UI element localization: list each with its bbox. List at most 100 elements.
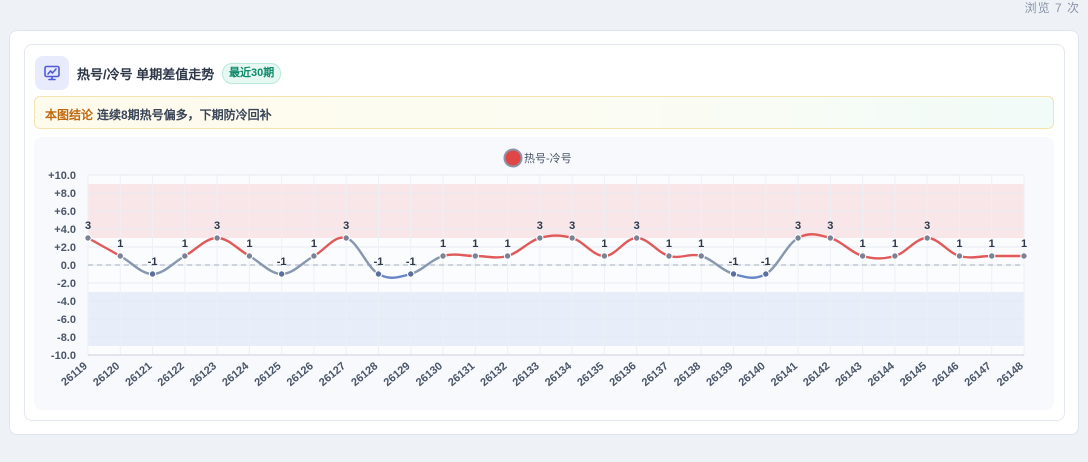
y-tick-label: -2.0: [57, 278, 76, 290]
x-tick-label: 26143: [833, 360, 864, 389]
data-point: [310, 252, 318, 260]
data-point: [762, 270, 770, 278]
x-tick-label: 26126: [285, 360, 316, 389]
y-tick-label: 0.0: [61, 260, 76, 272]
data-point: [600, 252, 609, 260]
line-chart: +10.0 +8.0 +6.0 +4.0 +2.0 0.0 -2.0 -4.0 -6.0 -8.0…: [48, 148, 1028, 389]
data-label: -1: [406, 256, 416, 268]
y-tick-label: +4.0: [54, 224, 76, 236]
data-point: [374, 270, 383, 278]
x-tick-label: 26140: [737, 360, 768, 389]
data-point: [632, 234, 641, 242]
data-label: 3: [634, 220, 640, 232]
data-point: [858, 252, 867, 260]
data-label: 1: [505, 238, 511, 250]
data-point: [407, 270, 415, 278]
data-label: 1: [956, 238, 962, 250]
data-point: [923, 234, 931, 242]
x-tick-label: 26146: [930, 360, 961, 389]
data-point: [1020, 252, 1028, 260]
x-tick-label: 26136: [607, 360, 638, 389]
data-label: 3: [569, 220, 575, 232]
data-label: 3: [795, 220, 801, 232]
data-label: 1: [440, 238, 446, 250]
data-label: 1: [1021, 238, 1027, 250]
x-tick-label: 26128: [349, 360, 380, 389]
data-point: [116, 252, 124, 260]
chart-icon: [35, 56, 69, 90]
data-point: [148, 270, 157, 278]
period-badge: 最近30期: [222, 63, 282, 84]
data-point: [439, 252, 447, 260]
x-tick-label: 26132: [478, 360, 509, 389]
data-label: 3: [827, 220, 833, 232]
data-label: 3: [537, 220, 543, 232]
x-tick-label: 26141: [769, 360, 800, 389]
data-point: [181, 252, 189, 260]
conclusion-banner: 本图结论 连续8期热号偏多，下期防冷回补: [34, 96, 1054, 129]
data-point: [955, 252, 964, 260]
data-point: [729, 270, 738, 278]
data-label: 3: [85, 220, 91, 232]
conclusion-text: 连续8期热号偏多，下期防冷回补: [97, 108, 272, 122]
data-point: [84, 234, 92, 242]
series-line-segment: [474, 254, 509, 259]
x-tick-label: 26125: [252, 360, 283, 389]
legend-label: 热号-冷号: [524, 152, 572, 165]
data-point: [794, 234, 802, 242]
x-tick-label: 26127: [317, 360, 348, 389]
data-label: 3: [214, 220, 220, 232]
data-point: [536, 234, 544, 242]
x-tick-label: 26130: [414, 360, 445, 389]
data-label: 1: [989, 238, 995, 250]
data-label: 1: [182, 238, 188, 250]
chart-area: +10.0 +8.0 +6.0 +4.0 +2.0 0.0 -2.0 -4.0 -6.0 -8.0…: [34, 137, 1054, 410]
data-label: 3: [343, 220, 349, 232]
conclusion-label: 本图结论: [45, 108, 94, 122]
view-count: 浏览 7 次: [1024, 1, 1080, 15]
card-title: 热号/冷号 单期差值走势: [77, 67, 215, 82]
data-label: 1: [860, 238, 866, 250]
x-tick-label: 26142: [801, 360, 832, 389]
data-point: [697, 252, 705, 260]
x-tick-label: 26119: [59, 360, 90, 388]
data-label: 1: [246, 238, 252, 250]
x-tick-label: 26145: [898, 360, 929, 389]
x-tick-label: 26120: [91, 360, 122, 389]
data-label: 1: [698, 238, 704, 250]
y-tick-label: -10.0: [51, 350, 76, 362]
data-point: [245, 252, 254, 260]
x-tick-label: 26129: [382, 360, 413, 389]
data-label: 1: [666, 238, 672, 250]
x-tick-label: 26147: [963, 360, 994, 389]
data-label: -1: [148, 256, 158, 268]
data-point: [568, 234, 576, 242]
data-label: 1: [892, 238, 898, 250]
data-point: [277, 270, 286, 278]
data-point: [342, 234, 350, 242]
legend-marker: [503, 148, 523, 168]
data-label: -1: [729, 256, 739, 268]
x-tick-label: 26139: [704, 360, 735, 389]
y-tick-label: +8.0: [54, 188, 76, 200]
x-tick-label: 26148: [995, 360, 1026, 389]
x-tick-label: 26144: [866, 360, 898, 389]
x-tick-label: 26123: [188, 360, 219, 389]
data-label: -1: [761, 256, 771, 268]
y-tick-label: -6.0: [57, 314, 76, 326]
data-label: -1: [277, 256, 287, 268]
data-label: 1: [311, 238, 317, 250]
data-label: 1: [472, 238, 478, 250]
x-tick-label: 26134: [543, 360, 575, 389]
x-tick-label: 26135: [575, 360, 606, 389]
data-point: [471, 252, 480, 260]
series-line-segment: [441, 253, 477, 258]
data-point: [213, 234, 221, 242]
data-label: 1: [601, 238, 607, 250]
x-tick-label: 26124: [220, 360, 252, 389]
data-label: 3: [924, 220, 930, 232]
y-tick-label: -4.0: [57, 296, 76, 308]
data-label: -1: [374, 256, 384, 268]
data-point: [891, 252, 899, 260]
y-tick-label: +6.0: [54, 206, 76, 218]
